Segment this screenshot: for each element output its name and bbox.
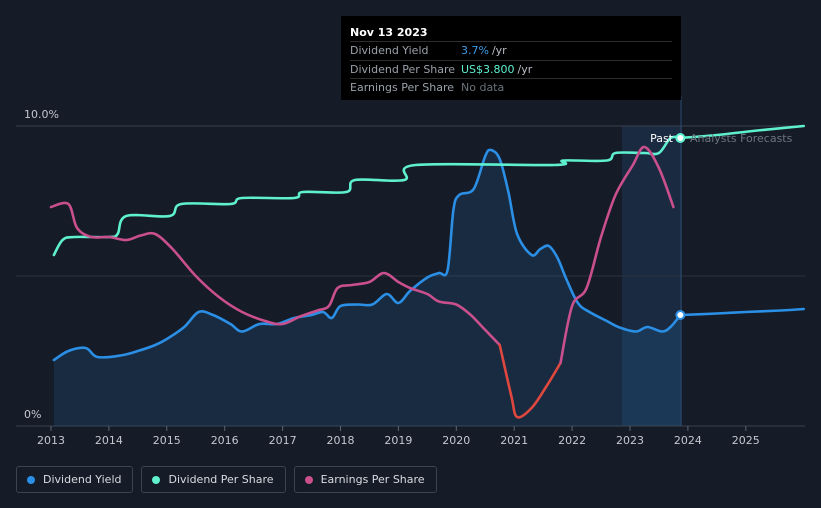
x-tick-label: 2017 [269, 434, 297, 447]
tooltip-value: No data [461, 81, 505, 94]
x-axis: 2013 2014 2015 2016 2017 2018 2019 2020 2021 2022… [37, 426, 760, 447]
x-tick-label: 2018 [327, 434, 355, 447]
earnings-per-share-recovery-line [559, 145, 675, 365]
hover-tooltip: Nov 13 2023 Dividend Yield 3.7% /yr Divi… [341, 16, 681, 100]
tooltip-value: 3.7% [461, 44, 489, 57]
earnings-per-share-negative-line [498, 343, 562, 419]
dps-current-marker [675, 133, 686, 143]
tooltip-row-dividend-per-share: Dividend Per Share US$3.800 /yr [350, 59, 672, 79]
legend-dot-icon [304, 475, 313, 484]
x-tick-label: 2014 [95, 434, 123, 447]
dividend-per-share-forecast-line [679, 124, 805, 140]
dividend-yield-forecast-line [679, 307, 805, 317]
past-label: Past [650, 132, 674, 145]
tooltip-label: Dividend Yield [350, 44, 429, 57]
x-tick-label: 2020 [442, 434, 470, 447]
dividend-per-share-line [52, 135, 682, 257]
tooltip-value: US$3.800 [461, 62, 515, 76]
dividend-yield-area [53, 149, 681, 426]
y-tick-label-bottom: 0% [24, 408, 41, 421]
legend-earnings-per-share[interactable]: Earnings Per Share [293, 466, 437, 493]
legend-dot-icon [27, 475, 35, 484]
x-tick-label: 2013 [37, 434, 65, 447]
x-tick-label: 2015 [153, 434, 181, 447]
chart-legend: Dividend Yield Dividend Per Share Earnin… [16, 466, 437, 493]
tooltip-unit: /yr [491, 44, 507, 57]
tooltip-row-dividend-yield: Dividend Yield 3.7% /yr [350, 41, 672, 60]
x-tick-label: 2016 [211, 434, 239, 447]
current-markers [675, 133, 686, 320]
yield-current-marker [675, 310, 686, 320]
tooltip-label: Earnings Per Share [350, 81, 455, 94]
legend-label: Earnings Per Share [320, 473, 425, 486]
y-tick-label-top: 10.0% [24, 108, 59, 121]
x-tick-label: 2025 [732, 434, 760, 447]
dividend-yield-line [52, 148, 682, 362]
legend-label: Dividend Per Share [168, 473, 274, 486]
earnings-per-share-line [49, 201, 501, 347]
legend-dividend-yield[interactable]: Dividend Yield [16, 466, 134, 493]
x-tick-label: 2024 [674, 434, 702, 447]
tooltip-date: Nov 13 2023 [350, 26, 428, 39]
legend-dividend-per-share[interactable]: Dividend Per Share [141, 466, 286, 493]
legend-label: Dividend Yield [43, 473, 122, 486]
tooltip-unit: /yr [517, 62, 533, 76]
x-tick-label: 2021 [500, 434, 528, 447]
legend-dot-icon [152, 475, 161, 484]
forecast-label: Analysts Forecasts [690, 132, 793, 145]
series-layer [49, 124, 805, 426]
x-tick-label: 2023 [616, 434, 644, 447]
tooltip-row-earnings-per-share: Earnings Per Share No data [350, 78, 672, 97]
x-tick-label: 2019 [384, 434, 412, 447]
tooltip-label: Dividend Per Share [350, 62, 456, 76]
x-tick-label: 2022 [558, 434, 586, 447]
